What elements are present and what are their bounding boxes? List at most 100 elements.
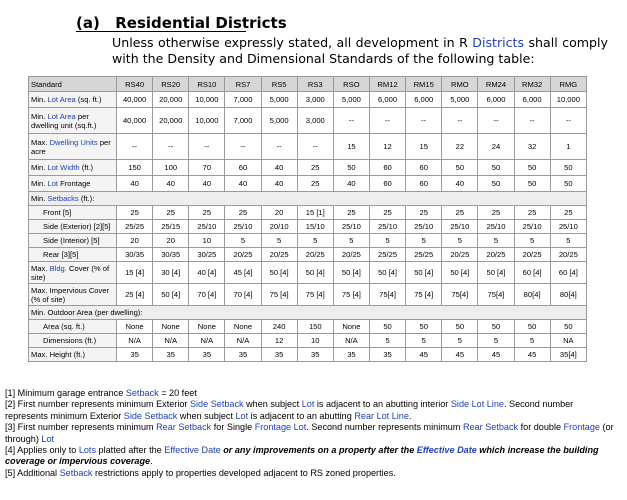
table-cell: None	[152, 319, 190, 334]
side-setback-link[interactable]: Side Setback	[123, 410, 178, 421]
row-label: Front [5]	[28, 205, 117, 220]
table-cell: 25/25	[405, 247, 443, 262]
table-cell: 100	[152, 159, 190, 176]
side-setback-link[interactable]: Side Setback	[189, 399, 244, 410]
table-cell: 35	[332, 347, 370, 362]
rear-setback-link[interactable]: Rear Setback	[462, 422, 519, 433]
table-row: Max. Dwelling Units per acre -- -- -- -- -- --…	[28, 133, 588, 160]
table-cell: 15 [1]	[296, 205, 334, 220]
setback-link[interactable]: Setback	[59, 467, 93, 478]
lot-link[interactable]: Lot	[41, 433, 55, 444]
term-link[interactable]: Width	[60, 163, 80, 172]
label-text: Side (Exterior) [2][5]	[43, 222, 111, 231]
table-cell: 5	[405, 233, 443, 248]
lot-link[interactable]: Lot	[47, 163, 59, 172]
frontage-lot-link[interactable]: Frontage Lot	[254, 422, 307, 433]
table-cell: 50 [4]	[477, 261, 515, 284]
table-cell: 6,000	[405, 91, 443, 108]
footnote-emphasis: which increase the building coverage or …	[5, 445, 599, 467]
table-cell: 22	[441, 133, 479, 160]
footnote-2: [2] First number represents minimum Exte…	[5, 399, 617, 422]
table-cell: N/A	[332, 333, 370, 348]
footnote-1: [1] Minimum garage entrance Setback = 20…	[5, 388, 617, 399]
districts-link[interactable]: Districts	[472, 35, 525, 50]
table-cell: --	[296, 133, 334, 160]
lot-link[interactable]: Dwelling Units	[49, 137, 98, 147]
header-district: RM12	[368, 76, 407, 92]
lot-link[interactable]: Lot	[235, 410, 249, 421]
row-label: Min. Lot Frontage	[28, 175, 117, 192]
table-cell: 40 [4]	[188, 261, 226, 284]
table-cell: 5,000	[260, 91, 298, 108]
section-title: Residential Districts	[115, 14, 287, 32]
footnote-5: [5] Additional Setback restrictions appl…	[5, 468, 617, 479]
table-cell: 6,000	[513, 91, 551, 108]
table-cell: 5	[477, 333, 515, 348]
table-cell: 45	[405, 347, 443, 362]
table-cell: 35[4]	[549, 347, 588, 362]
table-cell: 20/25	[549, 247, 588, 262]
lot-link[interactable]: Lot	[301, 399, 315, 410]
table-cell: --	[115, 133, 154, 160]
header-district: RM24	[477, 76, 515, 92]
setbacks-link[interactable]: Setbacks	[47, 194, 79, 203]
table-cell: 25	[513, 205, 551, 220]
term-link[interactable]: Area	[59, 111, 76, 121]
table-cell: 5	[368, 333, 407, 348]
term-link[interactable]: Area	[59, 95, 76, 104]
footnote-text: .	[150, 456, 153, 467]
rear-setback-link[interactable]: Rear Setback	[156, 422, 212, 433]
label-text: Max. Height (ft.)	[31, 350, 86, 359]
rear-lot-line-link[interactable]: Rear Lot Line	[354, 410, 409, 421]
table-cell: 50	[477, 175, 515, 192]
table-cell: 25/10	[513, 219, 551, 234]
label-text: Max. Impervious Cover (% of site)	[31, 285, 110, 304]
table-cell: None	[332, 319, 370, 334]
footnote-text: . Second number represents minimum	[306, 422, 463, 433]
table-cell: 35	[188, 347, 226, 362]
header-district: RS7	[224, 76, 262, 92]
footnote-text: when subject	[177, 410, 236, 421]
table-row: Front [5] 25 25 25 25 20 15 [1] 25 25 25 25 25 25 25	[28, 205, 588, 220]
table-cell: 5	[441, 233, 479, 248]
effective-date-link[interactable]: Effective Date	[164, 445, 221, 456]
density-dimensional-table: Standard RS40 RS20 RS10 RS7 RS5 RS3 RSO RM12 RM15…	[28, 76, 588, 362]
table-cell: 30/35	[115, 247, 154, 262]
footnote-emphasis: or any improvements on a property after …	[220, 445, 417, 456]
row-label: Max. Bldg. Cover (% of site)	[28, 261, 117, 284]
lot-link[interactable]: Lot	[47, 179, 59, 188]
table-cell: 25	[441, 205, 479, 220]
effective-date-link[interactable]: Effective Date	[416, 445, 477, 456]
table-cell: 20/25	[477, 247, 515, 262]
header-district: RS40	[115, 76, 154, 92]
table-cell: 12	[368, 133, 407, 160]
table-row: Min. Lot Frontage 40 40 40 40 40 25 40 60 60 40 50 5…	[28, 175, 588, 192]
table-cell: 25/10	[405, 219, 443, 234]
lot-link[interactable]: Lot	[47, 111, 59, 121]
label-text: Cover (% of site)	[31, 263, 110, 282]
table-row: Side (Exterior) [2][5] 25/25 25/15 25/10 25/…	[28, 219, 588, 234]
lot-link[interactable]: Lot	[47, 95, 59, 104]
table-cell: 75 [4]	[405, 283, 443, 306]
table-cell: 25	[115, 205, 154, 220]
side-lot-line-link[interactable]: Side Lot Line	[450, 399, 504, 410]
row-label: Area (sq. ft.)	[28, 319, 117, 334]
table-cell: 15	[405, 133, 443, 160]
setback-link[interactable]: Setback	[125, 388, 159, 398]
label-text: Min.	[31, 194, 48, 203]
table-cell: None	[115, 319, 154, 334]
lots-link[interactable]: Lots	[78, 445, 97, 456]
label-text: Side (Interior) [5]	[43, 236, 100, 245]
table-cell: 75 [4]	[260, 283, 298, 306]
table-cell: 50 [4]	[368, 261, 407, 284]
table-cell: 6,000	[368, 91, 407, 108]
table-cell: 50	[513, 159, 551, 176]
label-text: Max.	[31, 137, 50, 147]
footnote-text: [3] First number represents minimum	[5, 422, 157, 433]
table-cell: 35	[224, 347, 262, 362]
footnote-text: .	[408, 410, 412, 421]
bldg-link[interactable]: Bldg.	[49, 263, 67, 273]
setbacks-group-row: Min. Setbacks (ft.):	[28, 191, 587, 206]
table-cell: 75[4]	[477, 283, 515, 306]
frontage-link[interactable]: Frontage	[563, 422, 600, 433]
